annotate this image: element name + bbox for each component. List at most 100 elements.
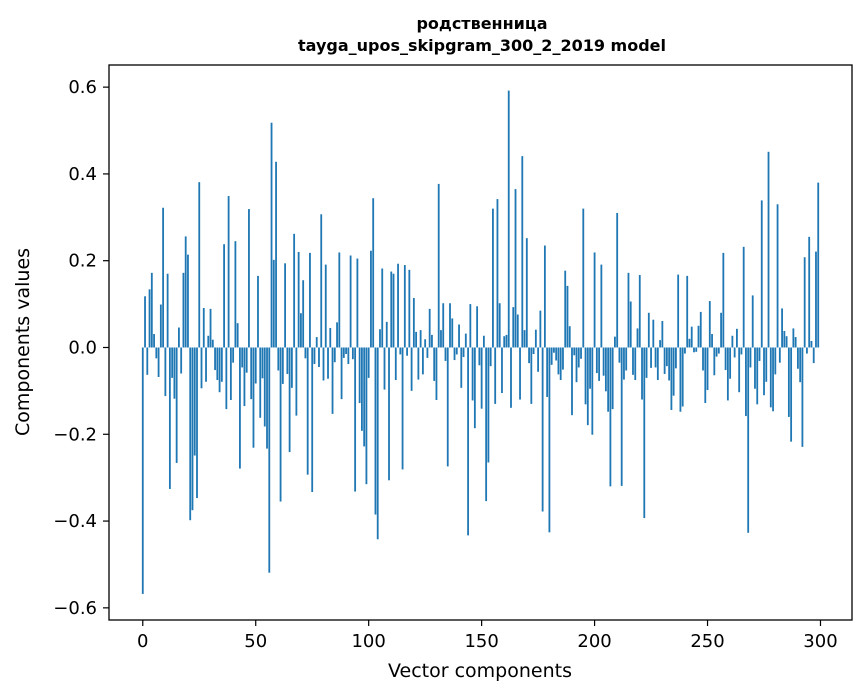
bar xyxy=(189,347,192,521)
bar xyxy=(643,347,646,519)
bar xyxy=(473,347,476,429)
bar xyxy=(686,275,689,348)
bar xyxy=(279,347,282,502)
bar xyxy=(351,347,354,360)
bar xyxy=(245,347,248,373)
bar xyxy=(482,335,485,348)
bar xyxy=(284,263,286,348)
bar xyxy=(582,208,585,348)
bar xyxy=(593,252,596,348)
bar xyxy=(487,347,490,463)
bar xyxy=(706,347,709,391)
bar xyxy=(467,347,469,536)
bar xyxy=(184,236,187,348)
x-tick-label: 0 xyxy=(137,631,148,652)
bar xyxy=(537,347,540,372)
bar xyxy=(392,273,395,348)
bar xyxy=(268,347,271,573)
bar xyxy=(227,196,230,348)
bar xyxy=(697,325,700,348)
bar xyxy=(489,347,492,367)
bar xyxy=(243,347,246,407)
bar xyxy=(498,303,501,348)
bar xyxy=(349,255,352,348)
bar xyxy=(225,347,228,410)
bar xyxy=(376,347,379,540)
bar xyxy=(627,272,630,348)
bar xyxy=(532,347,535,354)
x-tick-label: 200 xyxy=(577,631,611,652)
bar xyxy=(180,347,183,374)
bar xyxy=(211,339,214,348)
bar xyxy=(365,347,368,485)
bar xyxy=(806,347,808,354)
bar xyxy=(534,329,537,348)
bar xyxy=(541,347,544,512)
bar xyxy=(580,347,582,359)
bar xyxy=(444,347,447,361)
bar xyxy=(159,304,162,348)
bar xyxy=(586,347,589,426)
y-tick-label: −0.4 xyxy=(53,511,97,532)
bar xyxy=(733,347,736,358)
bar xyxy=(478,347,481,366)
bar xyxy=(591,347,594,435)
bar xyxy=(688,338,691,348)
bar xyxy=(410,347,413,391)
bar xyxy=(198,182,201,348)
bar xyxy=(162,207,165,348)
bar xyxy=(290,347,293,388)
bar xyxy=(815,251,817,348)
bar xyxy=(589,347,591,389)
bar xyxy=(363,347,366,447)
bar xyxy=(634,347,637,381)
bar xyxy=(650,347,652,368)
bar xyxy=(636,328,639,348)
bar xyxy=(729,347,732,379)
y-tick-label: −0.6 xyxy=(53,598,97,619)
bar xyxy=(523,330,526,348)
bar xyxy=(792,328,795,348)
bar xyxy=(751,295,754,348)
bar xyxy=(455,347,458,355)
x-axis-label: Vector components xyxy=(388,660,572,682)
bar xyxy=(173,347,176,399)
bar xyxy=(516,314,519,348)
bar xyxy=(426,347,429,358)
bar xyxy=(175,347,178,463)
bar xyxy=(672,347,675,396)
bar xyxy=(760,200,763,348)
bar xyxy=(505,334,508,348)
bar xyxy=(742,246,745,348)
bar xyxy=(229,347,232,400)
bar xyxy=(451,318,454,348)
bar xyxy=(261,347,264,379)
bar xyxy=(736,328,738,348)
bar xyxy=(738,347,741,393)
bar xyxy=(248,209,250,348)
bar xyxy=(699,311,702,348)
bar xyxy=(801,347,804,447)
bar xyxy=(722,252,725,348)
bar xyxy=(668,347,671,381)
bar xyxy=(397,263,399,348)
y-tick-label: 0.2 xyxy=(68,251,97,272)
bar xyxy=(415,331,418,348)
bar xyxy=(277,347,280,371)
bar xyxy=(367,347,370,378)
bar xyxy=(263,347,266,427)
bar xyxy=(767,151,770,348)
bar xyxy=(609,347,612,487)
bar xyxy=(200,347,203,389)
bar xyxy=(546,347,549,397)
bar xyxy=(796,347,799,369)
bar xyxy=(421,347,424,375)
bar xyxy=(322,347,325,381)
bar xyxy=(539,310,542,348)
bar xyxy=(507,90,510,348)
bar xyxy=(381,268,384,348)
bar xyxy=(765,347,768,382)
bar xyxy=(715,347,718,357)
bar xyxy=(555,347,558,361)
